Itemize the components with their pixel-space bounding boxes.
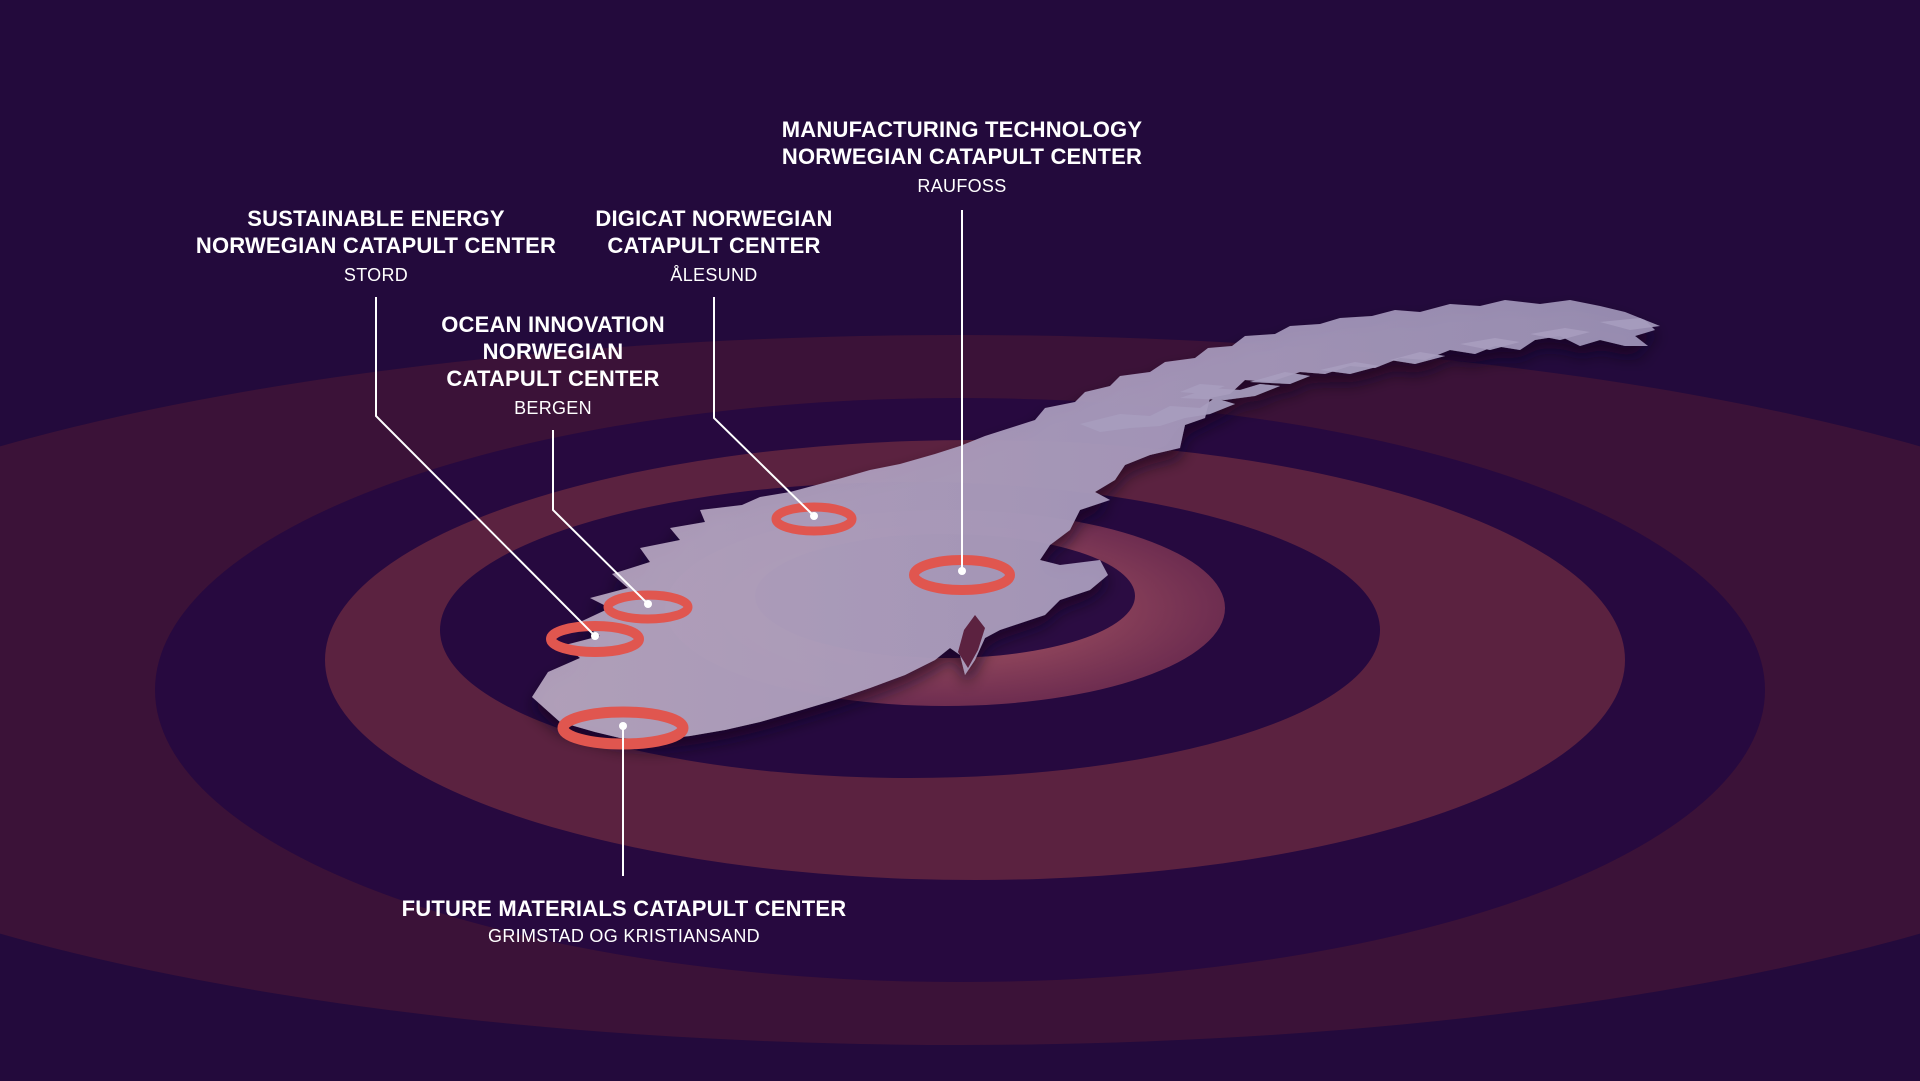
- leader-lines: [375, 210, 963, 876]
- center-name-line: NORWEGIAN: [482, 339, 624, 364]
- center-city: GRIMSTAD OG KRISTIANSAND: [488, 926, 760, 946]
- center-city: STORD: [343, 265, 409, 285]
- center-city: BERGEN: [514, 398, 592, 418]
- center-city: ÅLESUND: [670, 265, 758, 285]
- norway-main-shape: [532, 300, 1655, 740]
- northern-islands: [1080, 318, 1660, 432]
- leader-stord: [375, 297, 596, 637]
- center-city: RAUFOSS: [917, 176, 1007, 196]
- label-future-materials: FUTURE MATERIALS CATAPULT CENTER GRIMSTA…: [402, 895, 847, 947]
- center-name-line: SUSTAINABLE ENERGY: [247, 206, 505, 231]
- center-name-line: DIGICAT NORWEGIAN: [595, 206, 833, 231]
- center-name-line: NORWEGIAN CATAPULT CENTER: [781, 144, 1143, 169]
- center-name-line: OCEAN INNOVATION: [441, 312, 665, 337]
- leader-alesund: [713, 297, 815, 517]
- label-ocean-innovation: OCEAN INNOVATION NORWEGIAN CATAPULT CENT…: [441, 311, 665, 419]
- norway-land: [532, 300, 1660, 740]
- label-manufacturing: MANUFACTURING TECHNOLOGY NORWEGIAN CATAP…: [782, 116, 1142, 197]
- center-name-line: NORWEGIAN CATAPULT CENTER: [195, 233, 557, 258]
- center-name-line: FUTURE MATERIALS CATAPULT CENTER: [401, 896, 847, 921]
- center-name-line: CATAPULT CENTER: [446, 366, 660, 391]
- concentric-rings: [0, 335, 1920, 1045]
- oslofjord: [958, 615, 985, 668]
- leader-bergen: [552, 430, 649, 605]
- label-digicat: DIGICAT NORWEGIAN CATAPULT CENTER ÅLESUN…: [595, 205, 832, 286]
- center-name-line: CATAPULT CENTER: [607, 233, 821, 258]
- label-sustainable-energy: SUSTAINABLE ENERGY NORWEGIAN CATAPULT CE…: [196, 205, 556, 286]
- center-name-line: MANUFACTURING TECHNOLOGY: [781, 117, 1143, 142]
